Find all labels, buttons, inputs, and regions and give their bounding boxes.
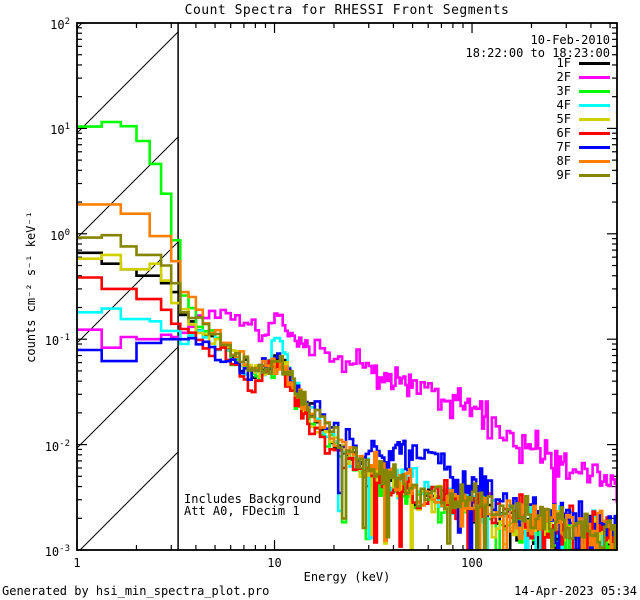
plot-border [76,22,618,551]
legend-item-9f: 9F [557,168,610,182]
legend-label: 5F [556,112,571,126]
observation-time-range: 18:22:00 to 18:23:00 [465,46,611,60]
y-tick-label: 10-3 [44,544,70,559]
x-tick-label: 1 [73,556,81,570]
legend-item-1f: 1F [557,56,610,70]
x-tick-label: 10 [267,556,282,570]
legend-label: 4F [556,98,571,112]
plot-title: Count Spectra for RHESSI Front Segments [184,3,510,18]
spectra-curves [77,120,617,550]
x-tick-label: 100 [461,556,483,570]
spectrum-curve-7F [77,336,617,550]
legend-item-7f: 7F [557,140,610,154]
y-axis-label: counts cm⁻² s⁻¹ keV⁻¹ [24,211,38,363]
note-attenuator-state: Att A0, FDecim 1 [184,504,300,518]
legend-item-5f: 5F [557,112,610,126]
y-tick-label: 101 [50,122,70,138]
legend-label: 2F [556,70,571,84]
legend-item-3f: 3F [557,84,610,98]
x-axis-label: Energy (keV) [303,570,391,584]
hatched-low-energy-region [77,23,179,550]
generated-by-text: Generated by hsi_min_spectra_plot.pro [2,584,270,598]
legend-label: 6F [556,126,571,140]
legend-item-8f: 8F [557,154,610,168]
legend-color-swatch [579,117,610,121]
legend-label: 1F [556,56,571,70]
render-timestamp: 14-Apr-2023 05:34 [514,584,637,598]
legend: 1F 2F 3F 4F 5F 6F 7F 8F 9F [557,56,610,182]
legend-item-2f: 2F [557,70,610,84]
spectrum-curve-2F [77,308,617,510]
spectrum-curve-9F [77,233,617,550]
observation-date: 10-Feb-2010 [530,33,610,47]
y-tick-label: 10-1 [44,333,70,349]
legend-label: 3F [556,84,571,98]
legend-color-swatch [579,61,610,65]
legend-label: 7F [556,140,571,154]
y-tick-label: 102 [50,17,70,32]
legend-color-swatch [579,103,610,107]
legend-color-swatch [579,145,610,149]
legend-label: 9F [556,168,571,182]
legend-item-6f: 6F [557,126,610,140]
legend-color-swatch [579,173,610,177]
legend-color-swatch [579,159,610,163]
y-tick-label: 10-2 [44,438,70,454]
legend-label: 8F [556,154,571,168]
y-tick-label: 100 [50,227,70,243]
legend-color-swatch [579,89,610,93]
legend-color-swatch [579,131,610,135]
note-includes-background: Includes Background [184,492,322,506]
legend-item-4f: 4F [557,98,610,112]
legend-color-swatch [579,75,610,79]
